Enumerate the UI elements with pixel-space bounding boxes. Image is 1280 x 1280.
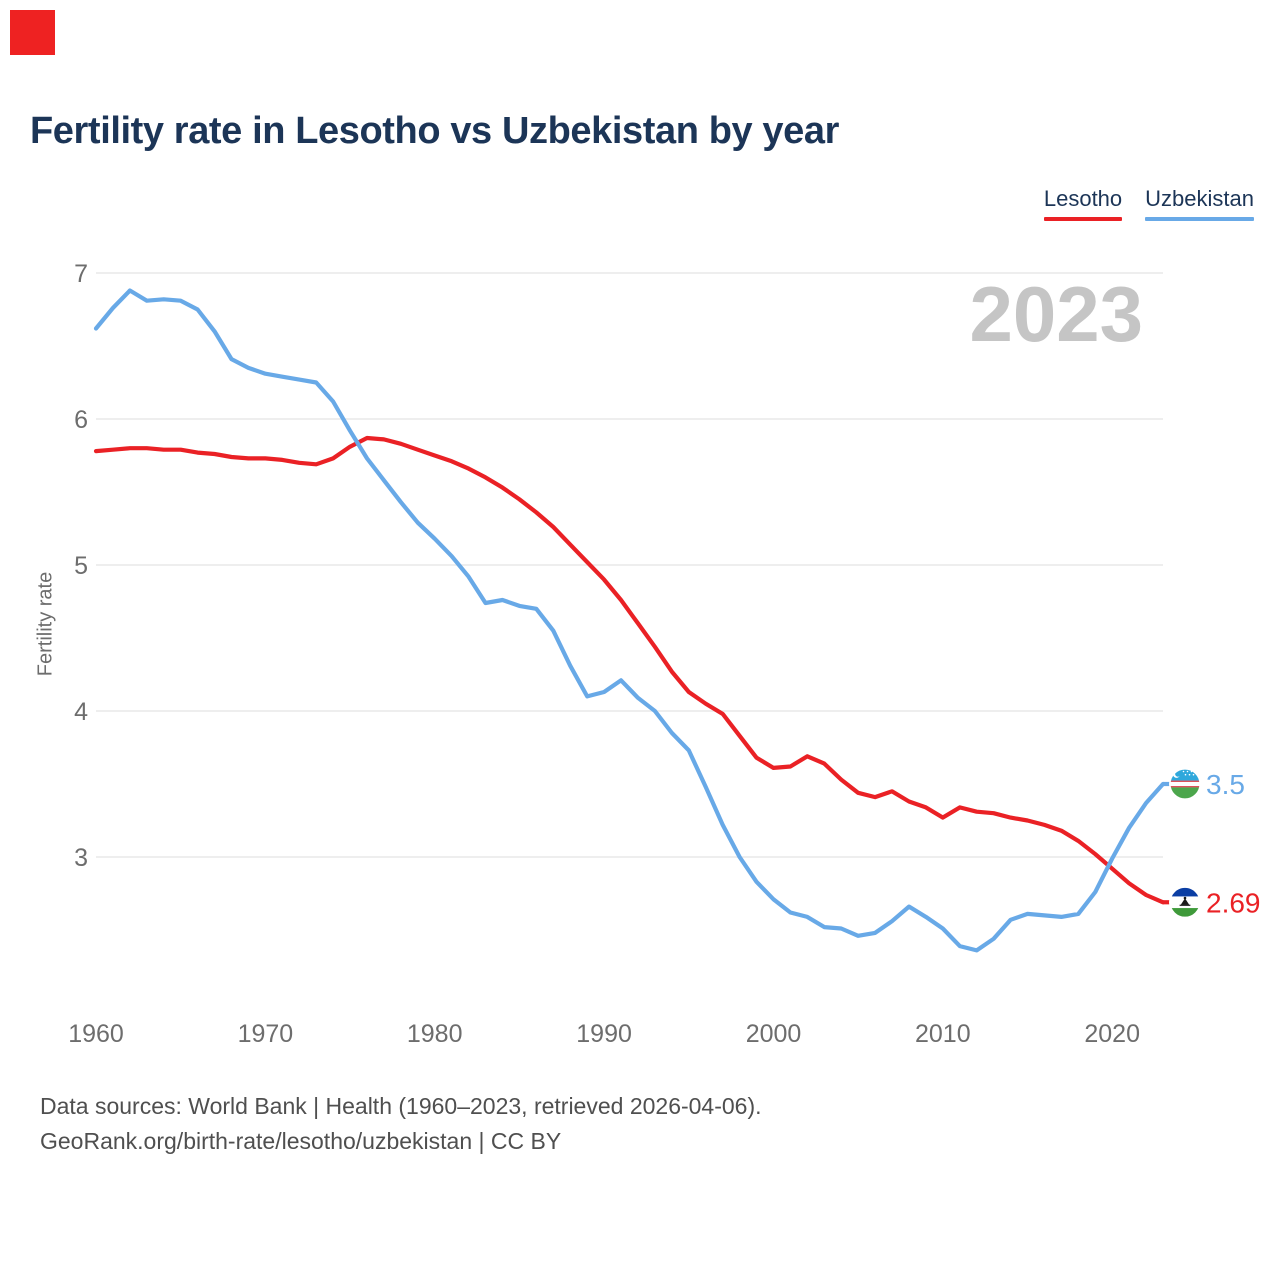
legend: Lesotho Uzbekistan <box>1043 186 1254 221</box>
x-tick-label: 2010 <box>915 1020 971 1048</box>
watermark-year: 2023 <box>969 270 1143 358</box>
x-tick-label: 1960 <box>68 1020 124 1048</box>
legend-underline-uzbekistan <box>1145 217 1254 221</box>
legend-label-uzbekistan: Uzbekistan <box>1145 186 1254 211</box>
x-tick-label: 1980 <box>407 1020 463 1048</box>
x-tick-label: 1970 <box>238 1020 294 1048</box>
series-line-lesotho <box>93 435 1166 905</box>
y-tick-label: 6 <box>74 406 88 434</box>
series-line-uzbekistan <box>93 288 1166 953</box>
legend-underline-lesotho <box>1043 217 1123 221</box>
lesotho-flag-icon <box>1169 887 1201 918</box>
footer-link[interactable]: GeoRank.org/birth-rate/lesotho/uzbekista… <box>40 1128 562 1154</box>
x-tick-label: 2020 <box>1084 1020 1140 1048</box>
legend-label-lesotho: Lesotho <box>1043 186 1123 211</box>
series-end-value-uzbekistan: 3.5 <box>1206 769 1245 800</box>
page-title: Fertility rate in Lesotho vs Uzbekistan … <box>30 110 840 152</box>
flag-ring <box>1169 886 1202 919</box>
footer-sources: Data sources: World Bank | Health (1960–… <box>40 1093 762 1119</box>
uzbekistan-flag-icon <box>1169 768 1201 800</box>
y-tick-label: 4 <box>74 698 88 726</box>
red-corner-marker <box>10 10 55 55</box>
series-end-value-lesotho: 2.69 <box>1206 887 1261 918</box>
legend-item-lesotho[interactable]: Lesotho <box>1043 186 1123 221</box>
flag-ring <box>1169 767 1202 800</box>
footer: Data sources: World Bank | Health (1960–… <box>40 1089 762 1159</box>
x-tick-label: 1990 <box>576 1020 632 1048</box>
y-tick-label: 7 <box>74 260 88 288</box>
y-axis-title: Fertility rate <box>34 571 57 677</box>
y-tick-label: 3 <box>74 844 88 872</box>
legend-item-uzbekistan[interactable]: Uzbekistan <box>1145 186 1254 221</box>
x-tick-label: 2000 <box>746 1020 802 1048</box>
y-tick-label: 5 <box>74 552 88 580</box>
